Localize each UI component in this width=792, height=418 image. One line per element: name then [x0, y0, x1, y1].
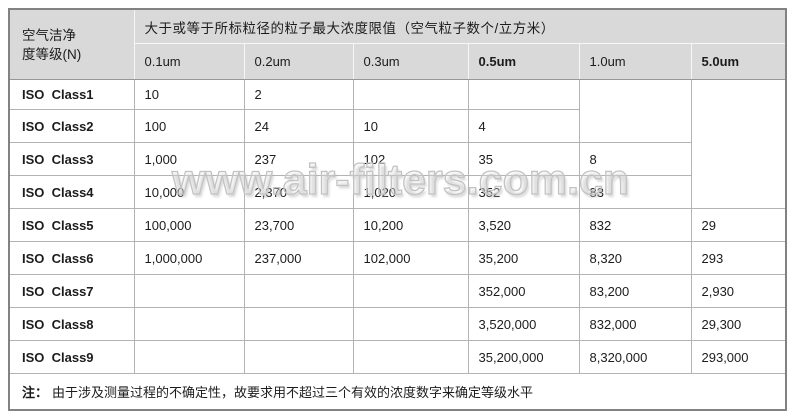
cell: 832,000: [579, 307, 692, 341]
cell: 24: [244, 109, 354, 143]
cell: [244, 340, 354, 374]
row-label: ISO Class1: [9, 79, 135, 110]
row-label: ISO Class6: [9, 241, 135, 275]
cell: 352: [468, 175, 580, 209]
cell: 8,320,000: [579, 340, 692, 374]
row-label: ISO Class9: [9, 340, 135, 374]
header-row-title: 空气洁净 度等级(N) 大于或等于所标粒径的粒子最大浓度限值（空气粒子数个/立方…: [9, 9, 787, 80]
table-row-class8: ISO Class8 3,520,000 832,000 29,300: [9, 307, 787, 341]
table-row-class9: ISO Class9 35,200,000 8,320,000 293,000: [9, 340, 787, 374]
cell: 83,200: [579, 274, 692, 308]
cell: 352,000: [468, 274, 580, 308]
cell: 293,000: [691, 340, 787, 374]
cell: 35,200: [468, 241, 580, 275]
cell: [353, 79, 469, 110]
table-row-class5: ISO Class5 100,000 23,700 10,200 3,520 8…: [9, 208, 787, 242]
cell: 83: [579, 175, 692, 209]
corner-header-line2: 度等级(N): [22, 46, 82, 62]
cell: 3,520,000: [468, 307, 580, 341]
cell: 102: [353, 142, 469, 176]
col-header-0.5um: 0.5um: [468, 43, 580, 80]
merged-empty-cell-1.0um: [579, 79, 692, 143]
cell: 102,000: [353, 241, 469, 275]
col-header-0.2um: 0.2um: [244, 43, 354, 80]
cell: [353, 274, 469, 308]
note-row: 注： 由于涉及测量过程的不确定性，故要求用不超过三个有效的浓度数字来确定等级水平: [9, 373, 787, 411]
cell: 100: [134, 109, 245, 143]
row-label: ISO Class4: [9, 175, 135, 209]
cell: 29: [691, 208, 787, 242]
cell: 10,200: [353, 208, 469, 242]
cell: 35: [468, 142, 580, 176]
row-label: ISO Class3: [9, 142, 135, 176]
col-header-5.0um: 5.0um: [691, 43, 787, 80]
cell: [134, 274, 245, 308]
table-row-class1: ISO Class1 10 2: [9, 79, 787, 209]
cell: 29,300: [691, 307, 787, 341]
cell: [134, 307, 245, 341]
table-row-class2: ISO Class2 100 24 10 4: [9, 109, 786, 143]
cell: 3,520: [468, 208, 580, 242]
corner-header: 空气洁净 度等级(N): [9, 9, 135, 80]
cell: 2,370: [244, 175, 354, 209]
cell: 23,700: [244, 208, 354, 242]
cell: 237,000: [244, 241, 354, 275]
cell: 2: [244, 79, 354, 110]
cell: 1,020: [353, 175, 469, 209]
col-header-0.3um: 0.3um: [353, 43, 469, 80]
row-label: ISO Class2: [9, 109, 135, 143]
cell: 293: [691, 241, 787, 275]
header-row-sizes: 0.1um 0.2um 0.3um 0.5um 1.0um 5.0um: [9, 43, 787, 80]
table-row-class3: ISO Class3 1,000 237 102 35 8: [9, 142, 786, 176]
note-text: 由于涉及测量过程的不确定性，故要求用不超过三个有效的浓度数字来确定等级水平: [52, 385, 534, 400]
cell: 1,000,000: [134, 241, 245, 275]
merged-empty-cell-5.0um: [691, 79, 787, 209]
cell: [468, 79, 580, 110]
note-cell: 注： 由于涉及测量过程的不确定性，故要求用不超过三个有效的浓度数字来确定等级水平: [9, 373, 787, 411]
cell: 8: [579, 142, 692, 176]
cell: 10: [353, 109, 469, 143]
table-row-class6: ISO Class6 1,000,000 237,000 102,000 35,…: [9, 241, 787, 275]
col-header-0.1um: 0.1um: [134, 43, 245, 80]
note-prefix: 注：: [22, 385, 49, 400]
concentration-limit-title: 大于或等于所标粒径的粒子最大浓度限值（空气粒子数个/立方米）: [134, 9, 787, 44]
cell: 10,000: [134, 175, 245, 209]
col-header-1.0um: 1.0um: [579, 43, 692, 80]
cell: [244, 274, 354, 308]
cell: [353, 340, 469, 374]
cell: 35,200,000: [468, 340, 580, 374]
cell: 2,930: [691, 274, 787, 308]
cell: 832: [579, 208, 692, 242]
table-row-class7: ISO Class7 352,000 83,200 2,930: [9, 274, 787, 308]
iso-class-table: 空气洁净 度等级(N) 大于或等于所标粒径的粒子最大浓度限值（空气粒子数个/立方…: [8, 8, 788, 411]
row-label: ISO Class8: [9, 307, 135, 341]
row-label: ISO Class7: [9, 274, 135, 308]
corner-header-line1: 空气洁净: [22, 27, 76, 43]
cell: 4: [468, 109, 580, 143]
cell: [244, 307, 354, 341]
cell: 100,000: [134, 208, 245, 242]
cell: 8,320: [579, 241, 692, 275]
row-label: ISO Class5: [9, 208, 135, 242]
cell: 1,000: [134, 142, 245, 176]
cell: 10: [134, 79, 245, 110]
cell: [134, 340, 245, 374]
cell: 237: [244, 142, 354, 176]
table-row-class4: ISO Class4 10,000 2,370 1,020 352 83: [9, 175, 786, 209]
cell: [353, 307, 469, 341]
